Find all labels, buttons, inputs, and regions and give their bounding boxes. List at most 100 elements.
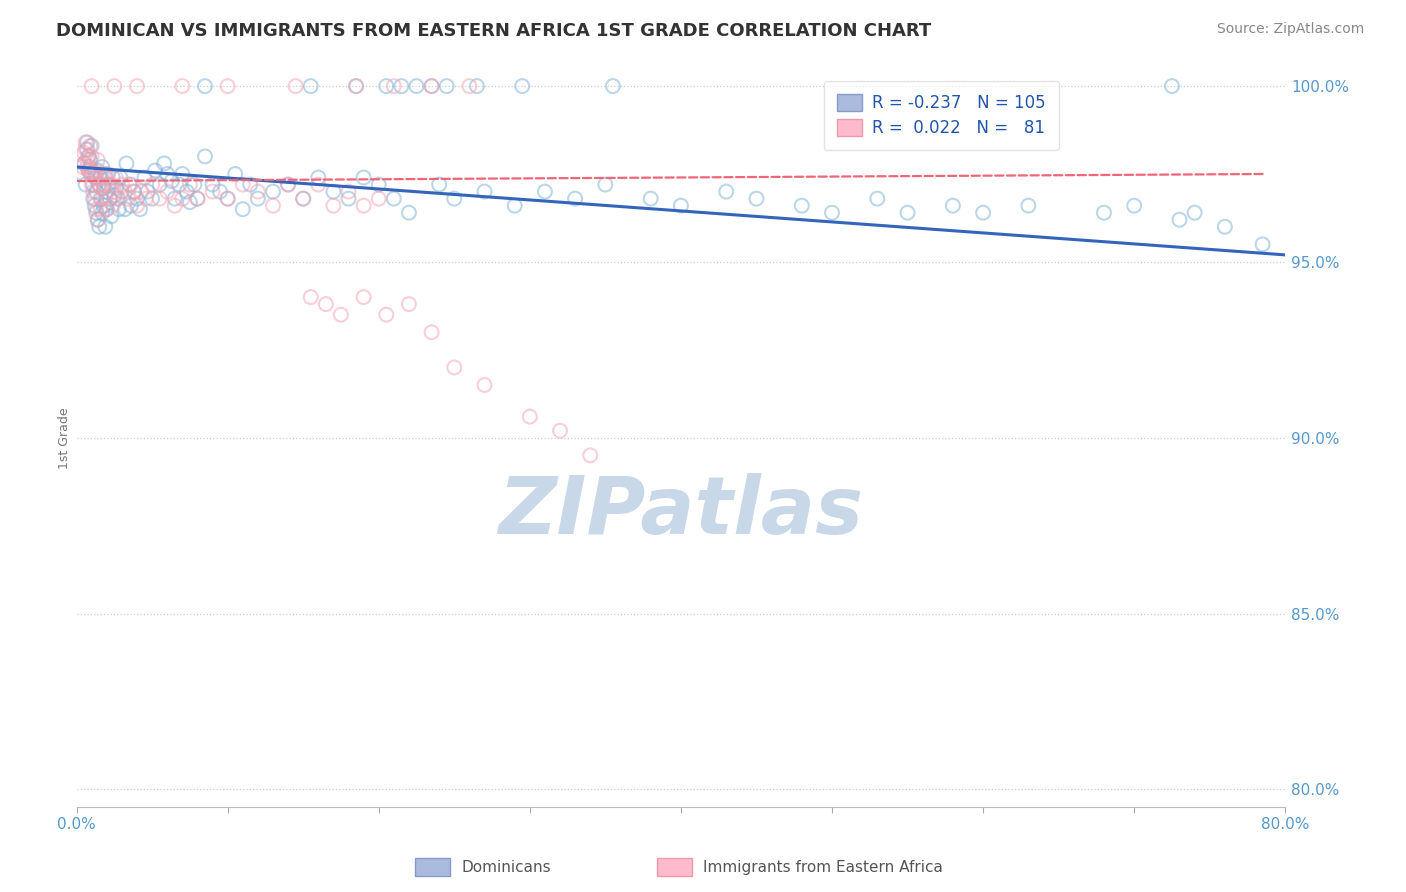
- Point: [194, 79, 217, 94]
- Point: [443, 360, 465, 375]
- Point: [96, 185, 118, 199]
- Point: [353, 290, 375, 304]
- Point: [1161, 79, 1184, 94]
- Point: [90, 181, 112, 195]
- Point: [83, 170, 105, 185]
- Point: [84, 185, 107, 199]
- Point: [474, 378, 496, 392]
- Point: [232, 178, 254, 192]
- Point: [91, 192, 114, 206]
- Point: [103, 79, 125, 94]
- Point: [79, 160, 101, 174]
- Point: [239, 178, 262, 192]
- Point: [77, 149, 100, 163]
- Point: [76, 153, 98, 167]
- Point: [82, 185, 104, 199]
- Point: [89, 170, 111, 185]
- Point: [94, 167, 117, 181]
- Point: [595, 178, 617, 192]
- Point: [246, 192, 269, 206]
- Point: [382, 79, 405, 94]
- Point: [73, 145, 96, 160]
- Point: [790, 199, 813, 213]
- Point: [86, 163, 108, 178]
- Point: [98, 192, 121, 206]
- Point: [307, 170, 329, 185]
- Point: [120, 178, 142, 192]
- Point: [76, 160, 98, 174]
- Point: [201, 185, 224, 199]
- Point: [353, 170, 375, 185]
- Point: [89, 219, 111, 234]
- Point: [389, 79, 412, 94]
- Point: [131, 185, 153, 199]
- Point: [183, 178, 205, 192]
- Point: [103, 185, 125, 199]
- Point: [156, 167, 179, 181]
- Point: [163, 192, 186, 206]
- Point: [89, 178, 111, 192]
- Point: [420, 79, 443, 94]
- Point: [299, 290, 322, 304]
- Point: [284, 79, 307, 94]
- Point: [93, 199, 115, 213]
- Point: [108, 202, 131, 217]
- Point: [337, 185, 360, 199]
- Point: [367, 192, 389, 206]
- Point: [84, 202, 107, 217]
- Point: [104, 181, 127, 195]
- Point: [76, 142, 98, 156]
- Point: [896, 205, 918, 219]
- Point: [194, 149, 217, 163]
- Point: [176, 185, 198, 199]
- Point: [292, 192, 315, 206]
- Point: [75, 178, 97, 192]
- Point: [745, 192, 768, 206]
- Point: [118, 178, 141, 192]
- Point: [79, 153, 101, 167]
- Point: [458, 79, 481, 94]
- Point: [115, 156, 138, 170]
- Point: [94, 219, 117, 234]
- Point: [427, 178, 450, 192]
- Point: [474, 185, 496, 199]
- Point: [398, 205, 420, 219]
- Point: [322, 185, 344, 199]
- Point: [100, 178, 122, 192]
- Point: [443, 192, 465, 206]
- Point: [100, 209, 122, 223]
- Point: [277, 178, 299, 192]
- Point: [375, 79, 398, 94]
- Point: [866, 192, 889, 206]
- Point: [80, 139, 103, 153]
- Text: Dominicans: Dominicans: [461, 860, 551, 874]
- Point: [224, 167, 246, 181]
- Point: [98, 192, 121, 206]
- Point: [548, 424, 571, 438]
- Point: [330, 308, 353, 322]
- Point: [75, 142, 97, 156]
- Point: [117, 192, 139, 206]
- Point: [77, 163, 100, 178]
- Point: [77, 163, 100, 178]
- Point: [209, 185, 232, 199]
- Point: [72, 160, 94, 174]
- Y-axis label: 1st Grade: 1st Grade: [58, 407, 70, 468]
- Point: [420, 325, 443, 339]
- Point: [101, 170, 124, 185]
- Point: [149, 192, 172, 206]
- Point: [114, 185, 136, 199]
- Text: DOMINICAN VS IMMIGRANTS FROM EASTERN AFRICA 1ST GRADE CORRELATION CHART: DOMINICAN VS IMMIGRANTS FROM EASTERN AFR…: [56, 22, 932, 40]
- Point: [179, 195, 201, 210]
- Point: [156, 185, 179, 199]
- Point: [122, 185, 145, 199]
- Point: [86, 153, 108, 167]
- Point: [1251, 237, 1274, 252]
- Point: [83, 199, 105, 213]
- Point: [322, 199, 344, 213]
- Point: [110, 170, 132, 185]
- Point: [73, 156, 96, 170]
- Point: [84, 205, 107, 219]
- Point: [353, 199, 375, 213]
- Point: [141, 178, 163, 192]
